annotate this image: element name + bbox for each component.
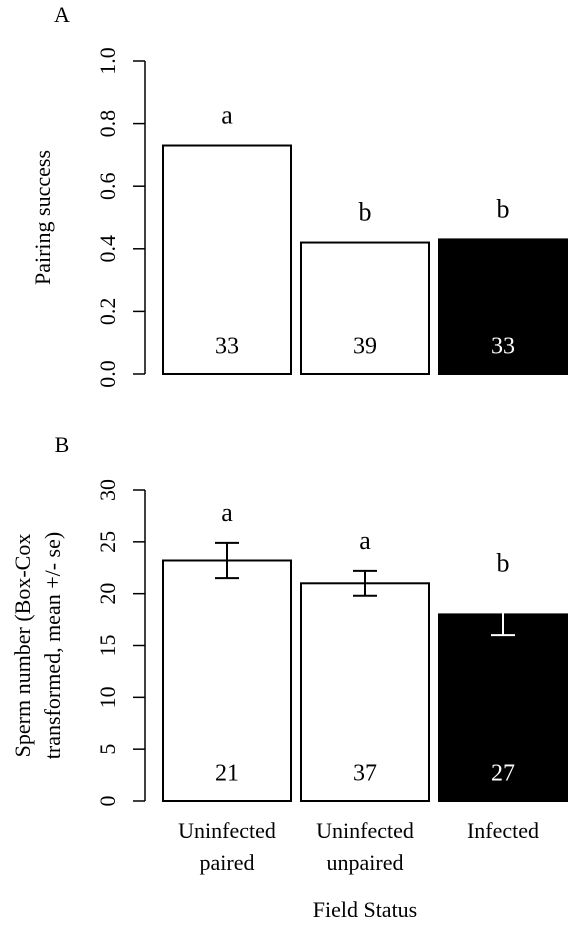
y-tick-label: 15 [95, 635, 120, 657]
bar [438, 613, 568, 803]
y-tick-label: 0.0 [95, 360, 120, 388]
x-tick-label: Uninfected paired [178, 818, 276, 875]
sample-size: 27 [491, 761, 515, 787]
y-axis-label: transformed, mean +/- se) [40, 532, 65, 759]
sample-size: 21 [215, 761, 239, 787]
y-tick-label: 25 [95, 531, 120, 553]
x-tick-label: Uninfected unpaired [316, 818, 414, 875]
bar [438, 238, 568, 375]
y-tick-label: 0.6 [95, 172, 120, 200]
sample-size: 39 [353, 334, 377, 360]
bar [162, 559, 292, 803]
y-tick-label: 0.8 [95, 110, 120, 138]
y-tick-label: 20 [95, 583, 120, 605]
group-label: a [221, 498, 233, 527]
bar [162, 144, 292, 375]
y-tick-label: 0.2 [95, 298, 120, 326]
sample-size: 33 [215, 334, 239, 360]
group-label: b [497, 194, 510, 223]
panel-label: B [55, 432, 70, 457]
y-tick-label: 10 [95, 686, 120, 708]
y-tick-label: 1.0 [95, 47, 120, 75]
y-tick-label: 0.4 [95, 235, 120, 262]
x-axis-label: Field Status [313, 897, 418, 922]
sample-size: 33 [491, 334, 515, 360]
panel-label: A [54, 2, 70, 27]
y-tick-label: 0 [95, 796, 120, 807]
bar [300, 582, 430, 802]
group-label: a [221, 100, 233, 129]
bar [300, 241, 430, 375]
sample-size: 37 [353, 761, 377, 787]
y-axis-label: Pairing success [30, 150, 55, 285]
group-label: a [359, 526, 371, 555]
y-axis-label: Sperm number (Box-Cox [10, 534, 35, 758]
x-tick-label: Infected [466, 818, 540, 843]
group-label: b [497, 549, 510, 578]
group-label: b [359, 198, 372, 227]
y-tick-label: 5 [95, 744, 120, 755]
y-tick-label: 30 [95, 479, 120, 501]
